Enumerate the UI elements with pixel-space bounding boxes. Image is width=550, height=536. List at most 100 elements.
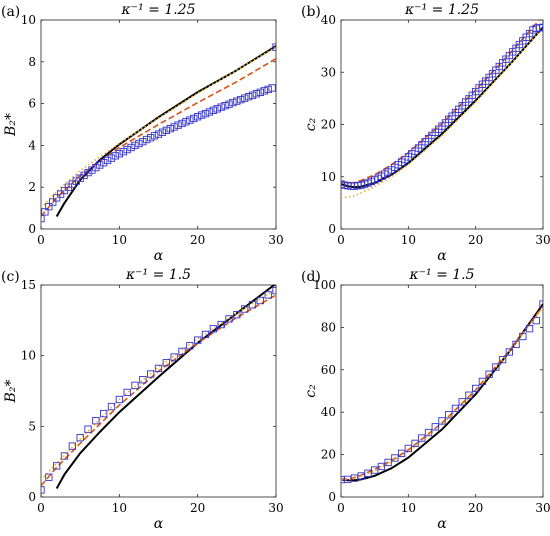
data-marker (60, 452, 69, 460)
data-marker (237, 95, 245, 104)
data-marker (248, 301, 257, 309)
data-marker (248, 91, 257, 99)
y-tick-label: 100 (313, 278, 336, 292)
panel-label: (c) (1, 269, 20, 285)
data-marker (143, 135, 151, 144)
x-tick-label: 20 (190, 501, 205, 515)
data-marker (115, 395, 123, 404)
x-tick-label: 10 (401, 501, 416, 515)
data-marker (209, 106, 217, 114)
data-marker (76, 433, 84, 442)
y-axis-label: c₂ (303, 117, 319, 131)
data-marker (217, 103, 225, 111)
data-marker (377, 462, 386, 471)
plot-area (41, 285, 276, 494)
x-tick-label: 30 (535, 233, 550, 247)
data-marker (107, 154, 116, 162)
panel-d: 0 10 20 30 0 20 40 60 80 100(d) κ⁻¹ = 1.5 α c₂ (301, 267, 550, 532)
data-marker (186, 342, 194, 350)
data-marker (260, 87, 268, 95)
x-axis-label: α (437, 248, 447, 264)
data-marker (100, 409, 108, 418)
series-line-solid (341, 303, 543, 482)
data-marker (225, 100, 233, 108)
data-marker (197, 111, 206, 119)
data-marker (272, 43, 276, 51)
data-marker (498, 355, 507, 364)
data-marker (264, 291, 272, 299)
plot-area (41, 43, 276, 223)
data-marker (397, 449, 406, 457)
y-tick-label: 8 (28, 55, 36, 69)
data-marker (139, 137, 147, 146)
y-tick-label: 5 (28, 419, 36, 433)
data-marker (418, 434, 426, 442)
y-tick-label: 20 (321, 448, 336, 462)
data-marker (221, 102, 229, 110)
data-marker (205, 108, 214, 116)
data-marker (139, 376, 147, 384)
data-marker (158, 128, 167, 136)
data-marker (194, 113, 202, 121)
x-tick-label: 0 (37, 233, 45, 247)
data-marker (404, 444, 412, 453)
data-marker (186, 116, 194, 124)
data-marker (45, 202, 53, 211)
chart-title: κ⁻¹ = 1.25 (404, 2, 479, 18)
data-marker (41, 208, 49, 216)
data-marker (170, 353, 178, 361)
x-tick-label: 20 (190, 233, 205, 247)
x-tick-label: 30 (535, 501, 550, 515)
data-marker (519, 332, 527, 341)
data-marker (123, 145, 131, 154)
data-marker (424, 428, 433, 437)
data-marker (384, 458, 392, 467)
data-marker (217, 320, 225, 329)
data-marker (485, 370, 493, 378)
data-marker (115, 150, 123, 158)
data-marker (244, 93, 253, 101)
data-marker (201, 109, 210, 118)
data-marker (154, 130, 163, 138)
data-marker (107, 402, 116, 411)
data-marker (154, 364, 163, 373)
series-line-dotted (41, 288, 276, 481)
data-marker (256, 296, 264, 305)
x-tick-label: 10 (401, 233, 416, 247)
data-marker (53, 194, 61, 202)
axes-box (40, 284, 277, 498)
data-marker (539, 300, 543, 308)
y-tick-label: 15 (21, 278, 36, 292)
data-marker (84, 425, 92, 433)
data-marker (229, 98, 237, 107)
y-tick-label: 0 (28, 490, 36, 504)
data-marker (411, 439, 419, 448)
y-tick-label: 0 (328, 490, 336, 504)
data-marker (264, 85, 272, 94)
data-marker (45, 473, 53, 481)
data-marker (135, 139, 143, 148)
data-marker (225, 315, 233, 323)
panel-label: (d) (301, 269, 321, 285)
chart-title: κ⁻¹ = 1.5 (125, 267, 191, 283)
y-tick-label: 0 (328, 222, 336, 236)
panel-label: (a) (1, 4, 20, 20)
data-marker (53, 462, 61, 470)
data-marker (162, 126, 170, 135)
x-tick-label: 30 (268, 501, 283, 515)
data-marker (119, 148, 127, 156)
data-marker (147, 134, 155, 142)
data-marker (241, 305, 249, 313)
series-line-solid (55, 45, 276, 217)
data-marker (190, 114, 198, 123)
y-tick-label: 10 (321, 170, 336, 184)
data-marker (451, 404, 460, 413)
panel-c: 0 10 20 30 0 5 10 15(c) κ⁻¹ = 1.5 α B₂* (1, 267, 284, 532)
series-line-dotted (341, 27, 543, 199)
data-marker (111, 152, 120, 160)
y-tick-label: 4 (28, 138, 36, 152)
axes-box (340, 284, 544, 498)
data-marker (49, 198, 57, 206)
x-axis-label: α (154, 248, 164, 264)
